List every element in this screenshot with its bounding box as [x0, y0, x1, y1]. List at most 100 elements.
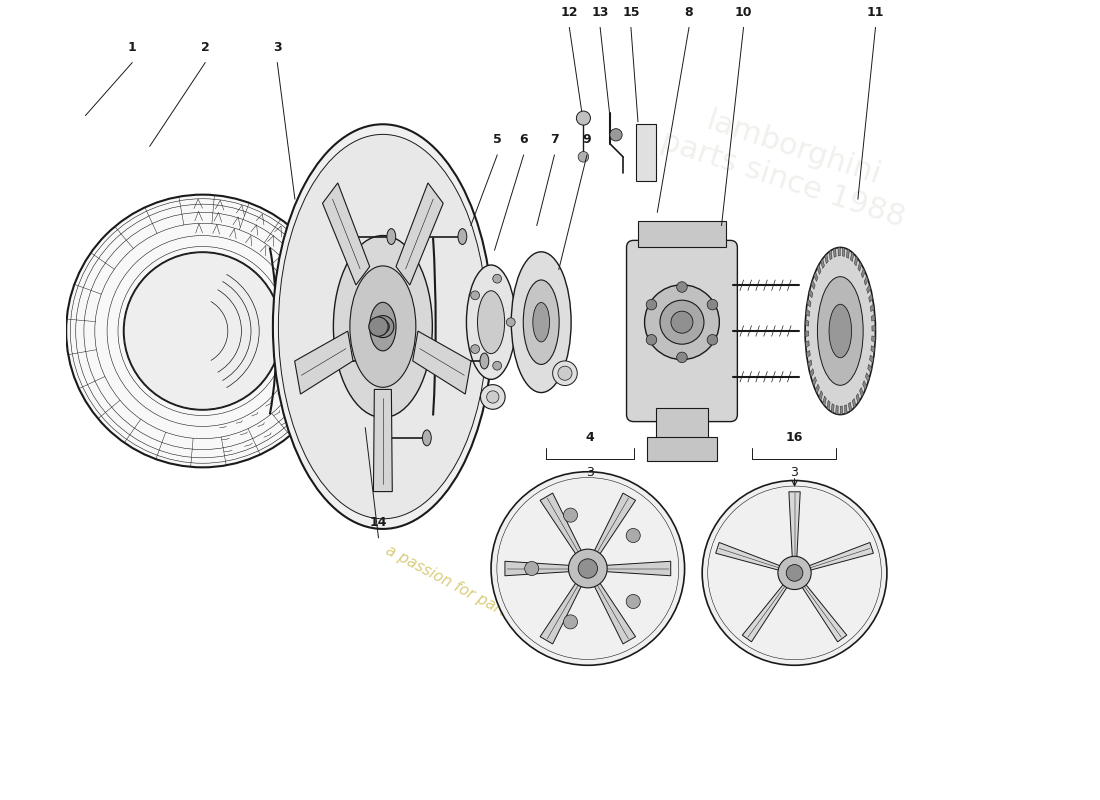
Polygon shape [872, 326, 876, 331]
Polygon shape [836, 406, 838, 414]
Circle shape [786, 565, 803, 582]
Polygon shape [868, 364, 872, 373]
Text: 4: 4 [585, 430, 594, 443]
Text: 2: 2 [201, 41, 209, 54]
Polygon shape [592, 578, 636, 644]
Polygon shape [871, 336, 876, 342]
Polygon shape [807, 299, 811, 307]
Polygon shape [805, 320, 808, 326]
Text: 11: 11 [867, 6, 884, 18]
FancyBboxPatch shape [627, 240, 737, 422]
Polygon shape [866, 373, 870, 382]
Circle shape [676, 282, 688, 292]
Polygon shape [865, 276, 868, 286]
Polygon shape [855, 256, 858, 266]
Polygon shape [840, 406, 843, 414]
Text: a passion for parts since 1988: a passion for parts since 1988 [383, 543, 594, 665]
Ellipse shape [660, 300, 704, 344]
Polygon shape [834, 248, 836, 258]
Bar [656, 407, 708, 441]
Ellipse shape [458, 229, 466, 245]
Ellipse shape [817, 277, 864, 386]
Polygon shape [540, 578, 584, 644]
Circle shape [563, 615, 578, 629]
Ellipse shape [524, 280, 559, 365]
Ellipse shape [671, 311, 693, 333]
Circle shape [626, 594, 640, 609]
Circle shape [646, 334, 657, 345]
Ellipse shape [532, 302, 550, 342]
Polygon shape [859, 387, 864, 398]
Polygon shape [804, 542, 873, 572]
Polygon shape [806, 310, 810, 316]
Polygon shape [861, 268, 866, 278]
Ellipse shape [466, 265, 516, 379]
Ellipse shape [333, 235, 432, 418]
Circle shape [579, 559, 597, 578]
Text: 8: 8 [684, 6, 693, 18]
Text: 3: 3 [790, 466, 798, 478]
Polygon shape [856, 394, 860, 403]
Ellipse shape [365, 353, 374, 369]
Ellipse shape [350, 266, 416, 387]
Polygon shape [805, 331, 808, 337]
Polygon shape [505, 562, 575, 576]
Circle shape [778, 556, 811, 590]
Polygon shape [850, 252, 854, 262]
Polygon shape [869, 294, 872, 302]
Circle shape [558, 366, 572, 380]
Polygon shape [823, 396, 826, 406]
Polygon shape [870, 355, 873, 363]
Circle shape [124, 253, 280, 410]
Circle shape [576, 111, 591, 125]
Polygon shape [847, 249, 849, 258]
Polygon shape [858, 262, 861, 271]
Text: lamborghini
parts since 1988: lamborghini parts since 1988 [657, 94, 918, 233]
Polygon shape [843, 248, 845, 257]
Polygon shape [871, 314, 876, 321]
Polygon shape [862, 381, 867, 390]
Text: 1: 1 [128, 41, 136, 54]
Ellipse shape [278, 134, 487, 519]
Ellipse shape [368, 317, 388, 336]
Polygon shape [805, 341, 810, 347]
Polygon shape [845, 405, 847, 414]
Polygon shape [810, 369, 814, 378]
Circle shape [579, 151, 588, 162]
Polygon shape [829, 250, 832, 260]
Circle shape [471, 345, 480, 354]
Polygon shape [871, 346, 874, 353]
Circle shape [707, 299, 717, 310]
Polygon shape [838, 247, 840, 256]
Polygon shape [827, 401, 830, 410]
Circle shape [702, 481, 887, 666]
Text: 12: 12 [561, 6, 579, 18]
Polygon shape [867, 285, 871, 294]
Circle shape [563, 508, 578, 522]
Circle shape [569, 549, 607, 588]
Circle shape [471, 291, 480, 300]
Polygon shape [817, 265, 821, 274]
Ellipse shape [422, 430, 431, 446]
Polygon shape [811, 280, 815, 290]
Bar [636, 124, 656, 182]
Bar [647, 437, 717, 461]
Circle shape [491, 472, 684, 666]
Circle shape [609, 129, 623, 141]
Polygon shape [814, 272, 818, 282]
Text: 3: 3 [273, 41, 282, 54]
Polygon shape [540, 493, 584, 559]
Polygon shape [322, 183, 370, 285]
Circle shape [372, 315, 394, 338]
Polygon shape [396, 183, 443, 285]
Text: 7: 7 [550, 134, 559, 146]
Polygon shape [789, 492, 800, 562]
Polygon shape [807, 360, 812, 368]
Text: 9: 9 [583, 134, 592, 146]
Text: 15: 15 [623, 6, 640, 18]
Ellipse shape [387, 229, 396, 245]
Circle shape [552, 361, 578, 386]
Circle shape [506, 318, 515, 326]
Polygon shape [742, 580, 790, 642]
Circle shape [376, 320, 389, 333]
